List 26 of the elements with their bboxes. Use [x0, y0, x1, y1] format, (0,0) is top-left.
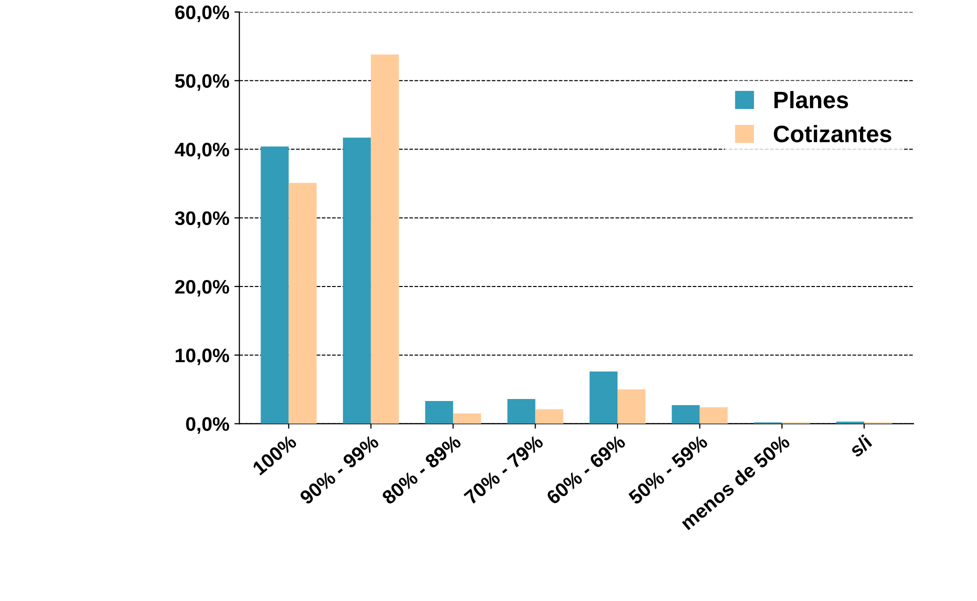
y-tick-label: 0,0%	[186, 417, 230, 434]
bar	[590, 372, 618, 424]
y-tick-label: 30,0%	[174, 211, 230, 228]
bar	[700, 407, 728, 424]
x-tick-label: s/i	[848, 434, 872, 458]
y-tick-label: 40,0%	[174, 142, 230, 160]
bar	[507, 399, 536, 424]
bar	[453, 413, 482, 424]
bar	[618, 389, 646, 424]
y-tick-label: 10,0%	[176, 348, 230, 366]
legend-label: Cotizantes	[774, 124, 892, 142]
bar	[535, 409, 564, 424]
x-tick-label: 60% - 69%	[546, 434, 626, 506]
bar	[672, 405, 700, 424]
y-tick-label: 50,0%	[175, 74, 230, 91]
x-tick-label: 90% - 99%	[298, 434, 380, 506]
bar	[260, 146, 289, 424]
bar	[342, 138, 371, 424]
legend-label: Planes	[774, 91, 848, 108]
bar	[425, 401, 454, 424]
x-tick-label: 80% - 89%	[381, 434, 462, 506]
y-tick-label: 20,0%	[175, 280, 230, 297]
x-tick-label: 70% - 79%	[463, 434, 544, 505]
bar	[370, 54, 399, 424]
y-tick-label: 60,0%	[175, 5, 230, 22]
bar	[288, 182, 317, 424]
